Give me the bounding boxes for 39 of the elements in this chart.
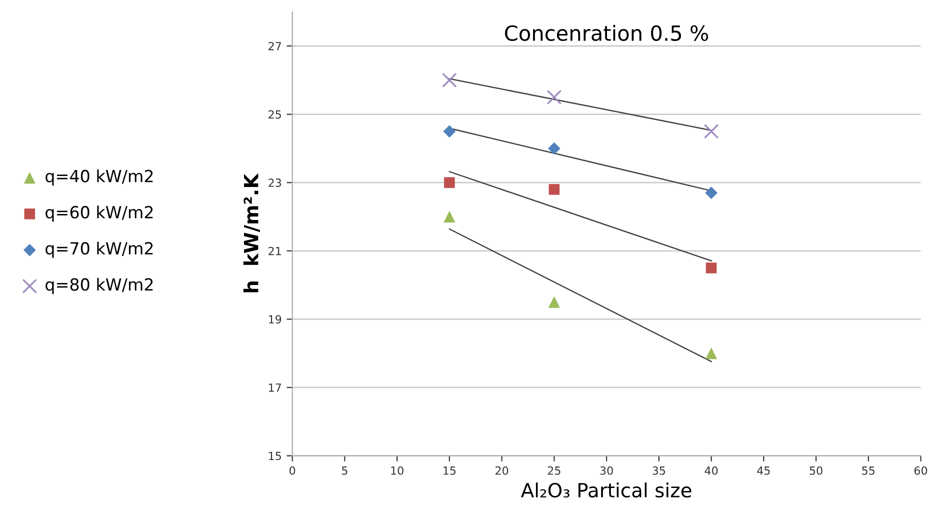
y-tick-label: 27 <box>268 42 281 50</box>
y-tick-label: 25 <box>268 110 281 119</box>
y-tick-label: 15 <box>269 452 281 460</box>
point <box>443 125 456 138</box>
x-tick-label: 45 <box>757 466 770 475</box>
x-tick-label: 60 <box>914 466 928 475</box>
legend-label: q=70 kW/m2 <box>46 242 153 258</box>
x-tick-label: 50 <box>810 466 822 475</box>
y-tick-label: 17 <box>269 384 281 392</box>
x-tick-label: 35 <box>652 466 666 475</box>
text: Concenration 0.5 % <box>505 24 708 41</box>
point <box>548 142 560 155</box>
x-tick-label: 55 <box>862 466 874 475</box>
x-tick-label: 10 <box>391 466 404 475</box>
point <box>705 186 718 200</box>
point <box>704 124 719 139</box>
point <box>548 184 560 195</box>
x-tick-label: 20 <box>496 466 508 475</box>
x-tick-label: 5 <box>342 466 348 475</box>
legend-label: q=80 kW/m2 <box>46 278 153 294</box>
point <box>706 262 717 274</box>
point <box>546 90 562 105</box>
x-tick-label: 25 <box>548 466 560 475</box>
y-axis-title: h kW/m².K <box>243 173 260 292</box>
legend-label: q=40 kW/m2 <box>46 169 153 186</box>
y-tick-label: 23 <box>268 178 282 187</box>
x-axis-title: Al₂O₃ Partical size <box>520 482 692 498</box>
y-tick-label: 21 <box>268 246 281 256</box>
legend-label: q=60 kW/m2 <box>46 206 153 222</box>
point <box>548 296 560 308</box>
x-tick-label: 30 <box>600 466 613 475</box>
point <box>705 348 718 360</box>
x-tick-label: 0 <box>290 466 296 475</box>
x-tick-label: 15 <box>444 466 456 475</box>
point <box>444 177 455 188</box>
y-tick-label: 19 <box>269 315 282 324</box>
point <box>442 72 457 88</box>
x-tick-label: 40 <box>704 466 718 475</box>
point <box>444 210 456 223</box>
